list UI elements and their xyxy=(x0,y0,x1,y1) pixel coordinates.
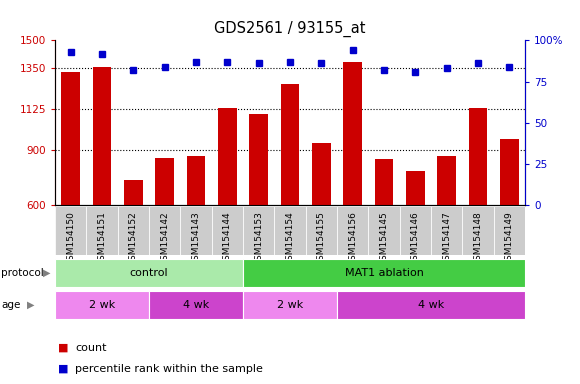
Bar xyxy=(149,291,243,319)
Text: GSM154153: GSM154153 xyxy=(254,211,263,266)
Text: percentile rank within the sample: percentile rank within the sample xyxy=(75,364,263,374)
Bar xyxy=(243,291,337,319)
Bar xyxy=(187,156,205,316)
Text: protocol: protocol xyxy=(1,268,44,278)
Bar xyxy=(406,170,425,316)
Bar xyxy=(343,62,362,316)
Text: 4 wk: 4 wk xyxy=(418,300,444,310)
Text: GSM154142: GSM154142 xyxy=(160,211,169,266)
Text: GSM154147: GSM154147 xyxy=(442,211,451,266)
Bar xyxy=(375,159,393,316)
Text: GSM154146: GSM154146 xyxy=(411,211,420,266)
Bar xyxy=(55,291,149,319)
Bar xyxy=(55,259,243,287)
Text: GSM154149: GSM154149 xyxy=(505,211,514,266)
Text: ▶: ▶ xyxy=(43,268,50,278)
Bar xyxy=(124,180,143,316)
Text: age: age xyxy=(1,300,20,310)
Text: ▶: ▶ xyxy=(27,300,34,310)
Text: GDS2561 / 93155_at: GDS2561 / 93155_at xyxy=(214,21,366,37)
Bar xyxy=(281,84,299,316)
Text: GSM154151: GSM154151 xyxy=(97,211,107,266)
Text: GSM154148: GSM154148 xyxy=(473,211,483,266)
Text: GSM154144: GSM154144 xyxy=(223,211,232,266)
Text: GSM154143: GSM154143 xyxy=(191,211,201,266)
Bar xyxy=(61,71,80,316)
Text: GSM154156: GSM154156 xyxy=(348,211,357,266)
Text: GSM154154: GSM154154 xyxy=(285,211,295,266)
Text: GSM154152: GSM154152 xyxy=(129,211,138,266)
Bar xyxy=(469,108,487,316)
Bar xyxy=(155,158,174,316)
Bar xyxy=(437,156,456,316)
Text: 2 wk: 2 wk xyxy=(277,300,303,310)
Text: control: control xyxy=(130,268,168,278)
Bar xyxy=(93,67,111,316)
Text: 2 wk: 2 wk xyxy=(89,300,115,310)
Bar xyxy=(218,108,237,316)
Bar xyxy=(249,114,268,316)
Text: ■: ■ xyxy=(58,343,68,353)
Text: GSM154150: GSM154150 xyxy=(66,211,75,266)
Bar xyxy=(337,291,525,319)
Text: ■: ■ xyxy=(58,364,68,374)
Bar xyxy=(312,143,331,316)
Bar xyxy=(243,259,525,287)
Text: MAT1 ablation: MAT1 ablation xyxy=(345,268,423,278)
Text: GSM154155: GSM154155 xyxy=(317,211,326,266)
Bar xyxy=(500,139,519,316)
Text: 4 wk: 4 wk xyxy=(183,300,209,310)
Text: count: count xyxy=(75,343,107,353)
Text: GSM154145: GSM154145 xyxy=(379,211,389,266)
